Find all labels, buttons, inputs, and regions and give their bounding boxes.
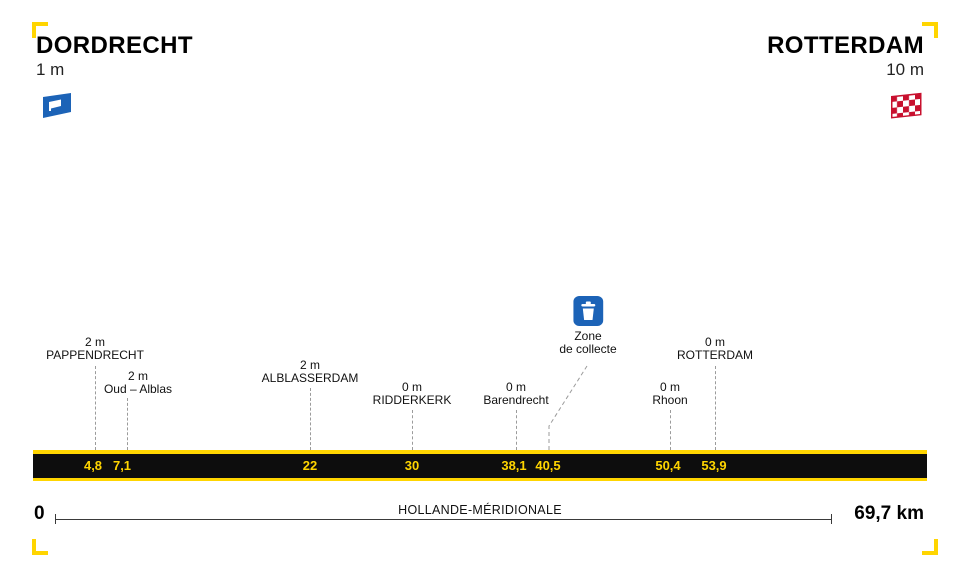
waypoint-elevation: 2 m (84, 335, 106, 349)
waypoint-elevation: 2 m (299, 358, 321, 372)
waypoint-elevation: 0 m (704, 335, 725, 349)
km-marker: 22 (302, 458, 318, 473)
waypoint-connector (95, 366, 96, 450)
km-marker: 53,9 (701, 458, 727, 473)
corner-bracket-bottom-right (922, 539, 938, 555)
start-elevation: 1 m (36, 60, 65, 79)
start-flag-icon (42, 92, 72, 124)
waypoint-name: PAPPENDRECHT (46, 348, 144, 362)
finish-header: ROTTERDAM 10 m (767, 33, 924, 80)
waypoint-connector (310, 388, 311, 450)
km-marker: 50,4 (655, 458, 681, 473)
waypoint-elevation: 2 m (127, 369, 149, 383)
axis-end-label: 69,7 km (854, 503, 924, 524)
km-marker: 7,1 (112, 458, 132, 473)
finish-elevation: 10 m (886, 60, 924, 79)
elevation-profile-band (33, 450, 927, 481)
waypoint-elevation: 0 m (505, 380, 526, 394)
km-marker: 30 (404, 458, 420, 473)
waypoint-connector (127, 398, 128, 450)
km-marker: 4,8 (83, 458, 103, 473)
zone-label-line2: de collecte (559, 342, 617, 356)
trash-icon (573, 296, 603, 326)
corner-bracket-top-left (32, 22, 48, 38)
waypoint-connector (548, 365, 588, 450)
finish-city: ROTTERDAM (767, 32, 924, 59)
waypoint-rhoon: 0 m Rhoon (652, 381, 687, 407)
waypoint-name: ALBLASSERDAM (261, 371, 359, 385)
axis-start-label: 0 (34, 503, 45, 524)
axis-tick-end (831, 514, 832, 524)
waypoint-name: Barendrecht (483, 393, 549, 407)
waypoint-name: ROTTERDAM (677, 348, 753, 362)
km-marker: 38,1 (501, 458, 527, 473)
start-city: DORDRECHT (36, 32, 193, 59)
waypoint-name: Rhoon (652, 393, 688, 407)
waypoint-barendrecht: 0 m Barendrecht (483, 381, 548, 407)
waypoint-alblasserdam: 2 m ALBLASSERDAM (262, 359, 359, 385)
waypoint-elevation: 0 m (401, 380, 422, 394)
region-label: HOLLANDE-MÉRIDIONALE (398, 503, 562, 517)
waypoint-name: RIDDERKERK (372, 393, 452, 407)
waypoint-name: Oud – Alblas (103, 382, 173, 396)
corner-bracket-bottom-left (32, 539, 48, 555)
km-marker: 40,5 (535, 458, 561, 473)
waypoint-elevation: 0 m (659, 380, 680, 394)
waypoint-zone-de-collecte: Zone de collecte (559, 296, 617, 356)
waypoint-connector (670, 410, 671, 450)
waypoint-connector (516, 410, 517, 450)
waypoint-ridderkerk: 0 m RIDDERKERK (373, 381, 452, 407)
waypoint-connector (412, 410, 413, 450)
waypoint-connector (715, 366, 716, 450)
waypoint-oud-alblas: 2 m Oud – Alblas (104, 370, 172, 396)
waypoint-rotterdam: 0 m ROTTERDAM (677, 336, 753, 362)
corner-bracket-top-right (922, 22, 938, 38)
finish-checkered-flag-icon (891, 92, 922, 124)
axis-line (55, 519, 831, 520)
waypoint-pappendrecht: 2 m PAPPENDRECHT (46, 336, 144, 362)
zone-label-line1: Zone (574, 329, 602, 343)
start-header: DORDRECHT 1 m (36, 33, 193, 80)
